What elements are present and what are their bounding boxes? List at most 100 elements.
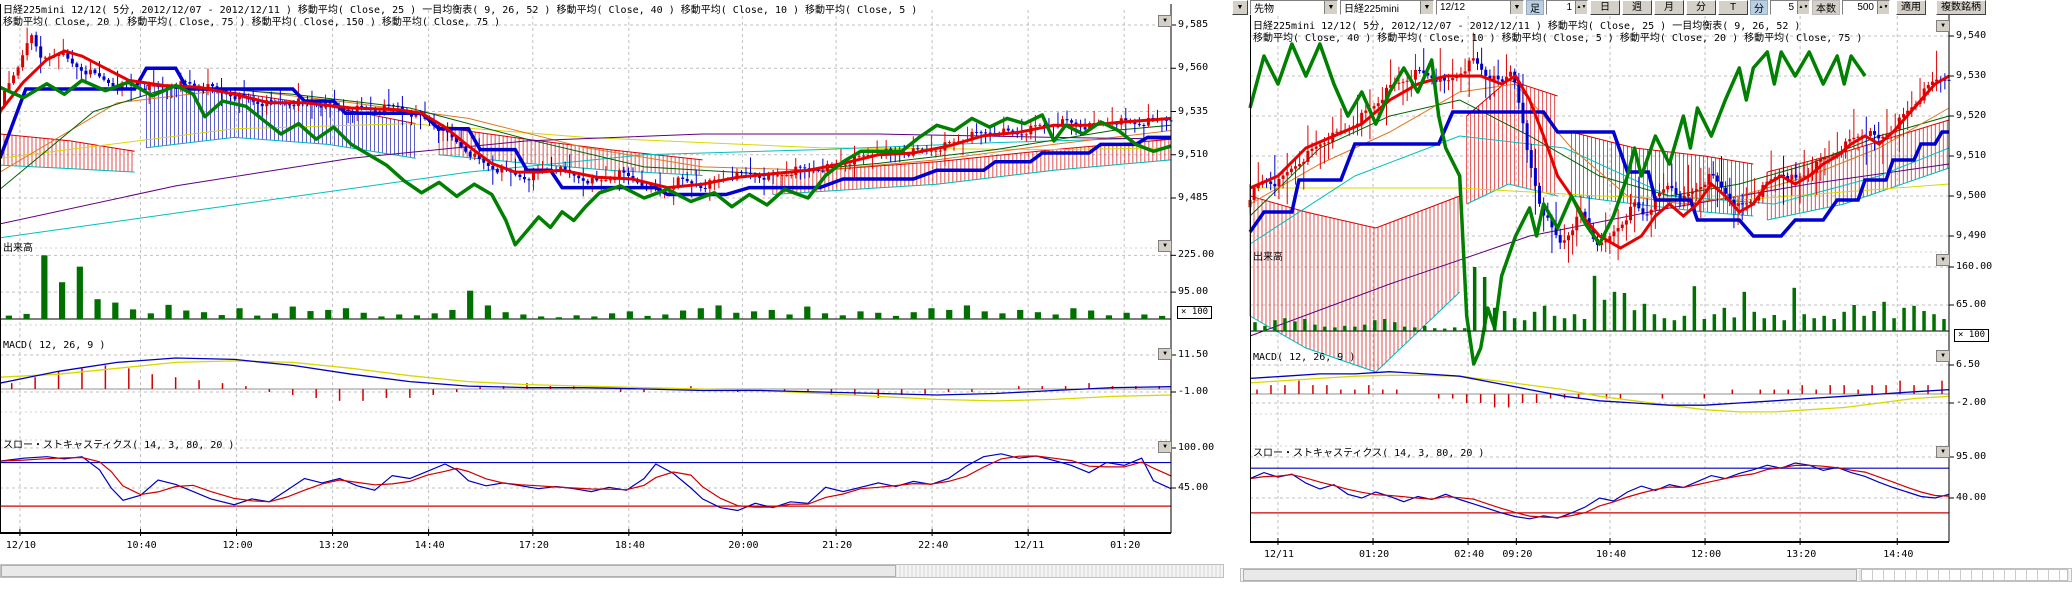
left-price-axis-label: 9,585 xyxy=(1178,19,1209,30)
right-x-axis-label: 14:40 xyxy=(1883,549,1914,560)
left-volume-axis-label: 95.00 xyxy=(1178,286,1209,298)
right-x-axis-label: 12:00 xyxy=(1691,549,1722,560)
contract-month-value: 12/12 xyxy=(1440,2,1466,13)
right-panel-header-line1: 日経225mini 12/12( 5分, 2012/12/07 - 2012/1… xyxy=(1253,21,1801,32)
bar-interval-value: 1 xyxy=(1566,2,1572,13)
right-x-axis-label: 02:40 xyxy=(1454,549,1485,560)
right-macd-axis-label: 6.50 xyxy=(1956,359,1981,370)
right-volume-multiplier-badge: × 100 xyxy=(1954,329,1990,342)
right-stochastics-label: スロー・ストキャスティクス( 14, 3, 80, 20 ) xyxy=(1253,448,1485,459)
right-price-axis-label: 9,510 xyxy=(1956,150,1987,161)
right-x-axis-label: 13:20 xyxy=(1786,549,1817,560)
right-horizontal-scrollbar[interactable] xyxy=(1240,568,2072,582)
right-volume-pane-menu-button[interactable]: ▼ xyxy=(1936,254,1950,266)
right-price-axis-label: 9,520 xyxy=(1956,110,1987,121)
right-volume-label: 出来高 xyxy=(1253,252,1283,263)
left-volume-pane-menu-button[interactable]: ▼ xyxy=(1158,240,1172,252)
right-scrollbar-thumb[interactable] xyxy=(1243,569,1857,581)
bar-type-label: 足 xyxy=(1526,0,1544,15)
apply-button[interactable]: 適用 xyxy=(1896,0,1926,15)
symbol-value: 日経225mini xyxy=(1344,4,1400,15)
right-price-axis-label: 9,540 xyxy=(1956,30,1987,41)
left-x-axis-label: 12/11 xyxy=(1014,540,1045,551)
minute-value-stepper[interactable]: 5 ▲▼ xyxy=(1770,0,1810,15)
left-x-axis-label: 01:20 xyxy=(1110,540,1141,551)
right-price-axis-label: 9,490 xyxy=(1956,230,1987,241)
period-button-minute[interactable]: 分 xyxy=(1686,0,1716,15)
right-macd-pane-menu-button[interactable]: ▼ xyxy=(1936,350,1950,362)
right-price-axis-label: 9,500 xyxy=(1956,190,1987,201)
spinner-arrows-icon[interactable]: ▲▼ xyxy=(1575,1,1587,14)
left-x-axis-label: 21:20 xyxy=(822,540,853,551)
left-price-axis-label: 9,485 xyxy=(1178,192,1209,203)
bar-count-stepper[interactable]: 500 ▲▼ xyxy=(1842,0,1890,15)
left-scrollbar-thumb[interactable] xyxy=(1,565,896,577)
right-macd-label: MACD( 12, 26, 9 ) xyxy=(1253,352,1356,363)
instrument-type-select[interactable]: 先物 ▼ xyxy=(1250,0,1338,15)
panel-collapse-button[interactable]: ▼ xyxy=(1232,0,1248,15)
left-price-axis-label: 9,560 xyxy=(1178,62,1209,74)
left-macd-axis-label: -1.00 xyxy=(1178,386,1209,397)
chevron-down-icon: ▼ xyxy=(1510,1,1523,14)
right-price-pane-menu-button[interactable]: ▼ xyxy=(1936,20,1950,32)
left-price-axis-label: 9,510 xyxy=(1178,148,1209,160)
right-stoch-pane-menu-button[interactable]: ▼ xyxy=(1936,446,1950,458)
left-stoch-axis-label: 45.00 xyxy=(1178,481,1209,493)
right-panel-toolbar: ▼ 先物 ▼ 日経225mini ▼ 12/12 ▼ 足 1 ▲▼ 日 週 月 … xyxy=(1232,0,1986,15)
multi-symbol-button[interactable]: 複数銘柄 xyxy=(1936,0,1986,15)
right-panel-graphics xyxy=(1248,10,1954,545)
period-button-tick[interactable]: T xyxy=(1718,0,1748,15)
chevron-down-icon: ▼ xyxy=(1420,1,1433,14)
spinner-arrows-icon[interactable]: ▲▼ xyxy=(1797,1,1809,14)
right-stoch-axis-label: 95.00 xyxy=(1956,451,1987,462)
right-panel-header-line2: 移動平均( Close, 40 ) 移動平均( Close, 10 ) 移動平均… xyxy=(1253,33,1863,44)
chevron-down-icon: ▼ xyxy=(1236,3,1244,11)
right-stoch-axis-label: 40.00 xyxy=(1956,491,1987,503)
chevron-down-icon: ▼ xyxy=(1324,1,1337,14)
left-stoch-axis-label: 100.00 xyxy=(1178,442,1215,453)
bar-count-value: 500 xyxy=(1857,2,1874,13)
right-price-axis-label: 9,530 xyxy=(1956,70,1987,81)
left-macd-pane-menu-button[interactable]: ▼ xyxy=(1158,348,1172,360)
left-macd-label: MACD( 12, 26, 9 ) xyxy=(3,340,106,351)
right-x-axis-label: 01:20 xyxy=(1359,549,1390,560)
bar-interval-stepper[interactable]: 1 ▲▼ xyxy=(1546,0,1588,15)
left-x-axis-label: 12/10 xyxy=(5,540,37,551)
left-price-pane-menu-button[interactable]: ▼ xyxy=(1158,15,1172,27)
right-x-axis-label: 12/11 xyxy=(1263,549,1295,560)
left-stochastics-label: スロー・ストキャスティクス( 14, 3, 80, 20 ) xyxy=(3,440,235,451)
left-stoch-pane-menu-button[interactable]: ▼ xyxy=(1158,441,1172,453)
left-macd-axis-label: 11.50 xyxy=(1178,349,1209,360)
instrument-type-value: 先物 xyxy=(1254,4,1274,15)
minute-value: 5 xyxy=(1788,2,1794,13)
left-x-axis-label: 22:40 xyxy=(918,540,949,551)
left-price-axis-label: 9,535 xyxy=(1178,105,1209,117)
bar-count-label: 本数 xyxy=(1812,0,1840,15)
period-button-day[interactable]: 日 xyxy=(1590,0,1620,15)
left-x-axis-label: 10:40 xyxy=(126,540,157,551)
left-panel-header-line2: 移動平均( Close, 20 ) 移動平均( Close, 75 ) 移動平均… xyxy=(3,17,501,28)
contract-month-select[interactable]: 12/12 ▼ xyxy=(1436,0,1524,15)
left-x-axis-label: 12:00 xyxy=(222,540,253,551)
left-x-axis-label: 14:40 xyxy=(414,540,445,551)
right-volume-axis-label: 65.00 xyxy=(1956,299,1987,310)
minute-unit-label: 分 xyxy=(1750,0,1768,15)
period-button-week[interactable]: 週 xyxy=(1622,0,1652,15)
right-x-axis-label: 10:40 xyxy=(1595,549,1627,560)
right-x-axis-label: 09:20 xyxy=(1502,549,1533,560)
spinner-arrows-icon[interactable]: ▲▼ xyxy=(1877,1,1889,14)
left-x-axis-label: 13:20 xyxy=(318,540,349,551)
left-volume-label: 出来高 xyxy=(3,243,33,254)
left-volume-axis-label: 225.00 xyxy=(1178,249,1215,261)
period-button-month[interactable]: 月 xyxy=(1654,0,1684,15)
right-macd-axis-label: -2.00 xyxy=(1956,396,1987,408)
left-x-axis-label: 18:40 xyxy=(614,540,645,551)
left-volume-multiplier-badge: × 100 xyxy=(1177,306,1213,319)
left-horizontal-scrollbar[interactable] xyxy=(0,564,1224,578)
symbol-select[interactable]: 日経225mini ▼ xyxy=(1340,0,1434,15)
left-panel-graphics xyxy=(0,4,1176,536)
left-panel-header-line1: 日経225mini 12/12( 5分, 2012/12/07 - 2012/1… xyxy=(3,5,918,16)
right-volume-axis-label: 160.00 xyxy=(1956,261,1993,272)
